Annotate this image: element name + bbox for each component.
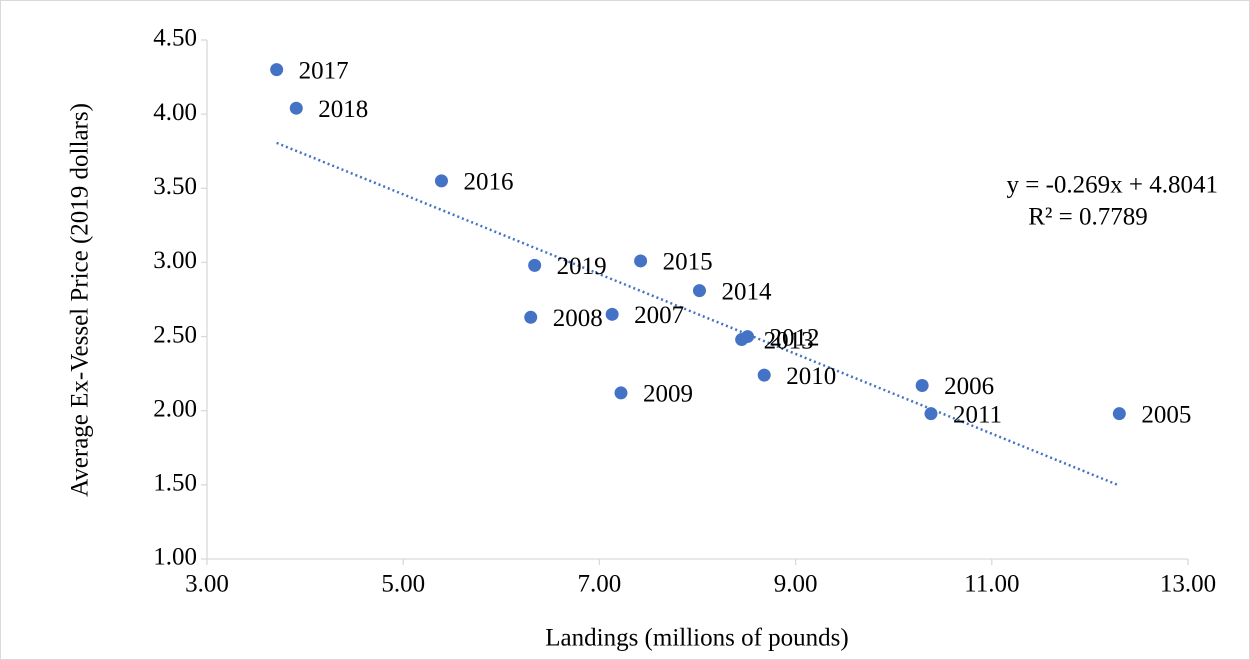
point-label: 2005 — [1141, 401, 1191, 428]
trend-r-squared: R² = 0.7789 — [1028, 204, 1148, 231]
y-tick-label: 2.00 — [153, 395, 197, 422]
point — [605, 307, 619, 321]
point-label: 2015 — [663, 249, 713, 276]
x-tick-label: 7.00 — [578, 571, 622, 598]
point — [634, 254, 648, 268]
point — [434, 174, 448, 188]
point-label: 2010 — [786, 363, 836, 390]
point — [924, 407, 938, 421]
point — [915, 379, 929, 393]
trendline — [276, 141, 1120, 487]
trend-equation: y = -0.269x + 4.8041 — [1006, 172, 1218, 199]
y-tick-label: 4.50 — [153, 25, 197, 52]
x-tick-label: 5.00 — [381, 571, 425, 598]
y-tick-label: 3.50 — [153, 173, 197, 200]
point — [735, 333, 749, 347]
point — [528, 258, 542, 272]
point-label: 2012 — [770, 324, 820, 351]
y-tick-label: 3.00 — [153, 247, 197, 274]
x-tick-label: 3.00 — [185, 571, 229, 598]
x-axis-title: Landings (millions of pounds) — [545, 625, 848, 652]
x-tick-label: 9.00 — [774, 571, 818, 598]
point — [524, 310, 538, 324]
y-tick-label: 4.00 — [153, 99, 197, 126]
y-axis-title: Average Ex-Vessel Price (2019 dollars) — [67, 103, 94, 497]
point — [614, 386, 628, 400]
point-label: 2016 — [463, 169, 513, 196]
point — [1112, 407, 1126, 421]
y-tick-label: 1.00 — [153, 544, 197, 571]
point-label: 2011 — [953, 401, 1002, 428]
point-label: 2008 — [553, 305, 603, 332]
point-label: 2007 — [634, 302, 684, 329]
y-tick-label: 2.50 — [153, 321, 197, 348]
point-label: 2014 — [721, 278, 772, 305]
point-label: 2013 — [764, 327, 814, 354]
point — [757, 368, 771, 382]
point-label: 2018 — [318, 96, 368, 123]
point-label: 2019 — [557, 253, 607, 280]
x-tick-label: 13.00 — [1160, 571, 1216, 598]
x-tick-label: 11.00 — [964, 571, 1019, 598]
point — [289, 101, 303, 115]
point-label: 2009 — [643, 381, 693, 408]
point-label: 2006 — [944, 373, 994, 400]
y-tick-label: 1.50 — [153, 470, 197, 497]
point — [692, 284, 706, 298]
point — [270, 63, 284, 77]
point-label: 2017 — [299, 57, 349, 84]
